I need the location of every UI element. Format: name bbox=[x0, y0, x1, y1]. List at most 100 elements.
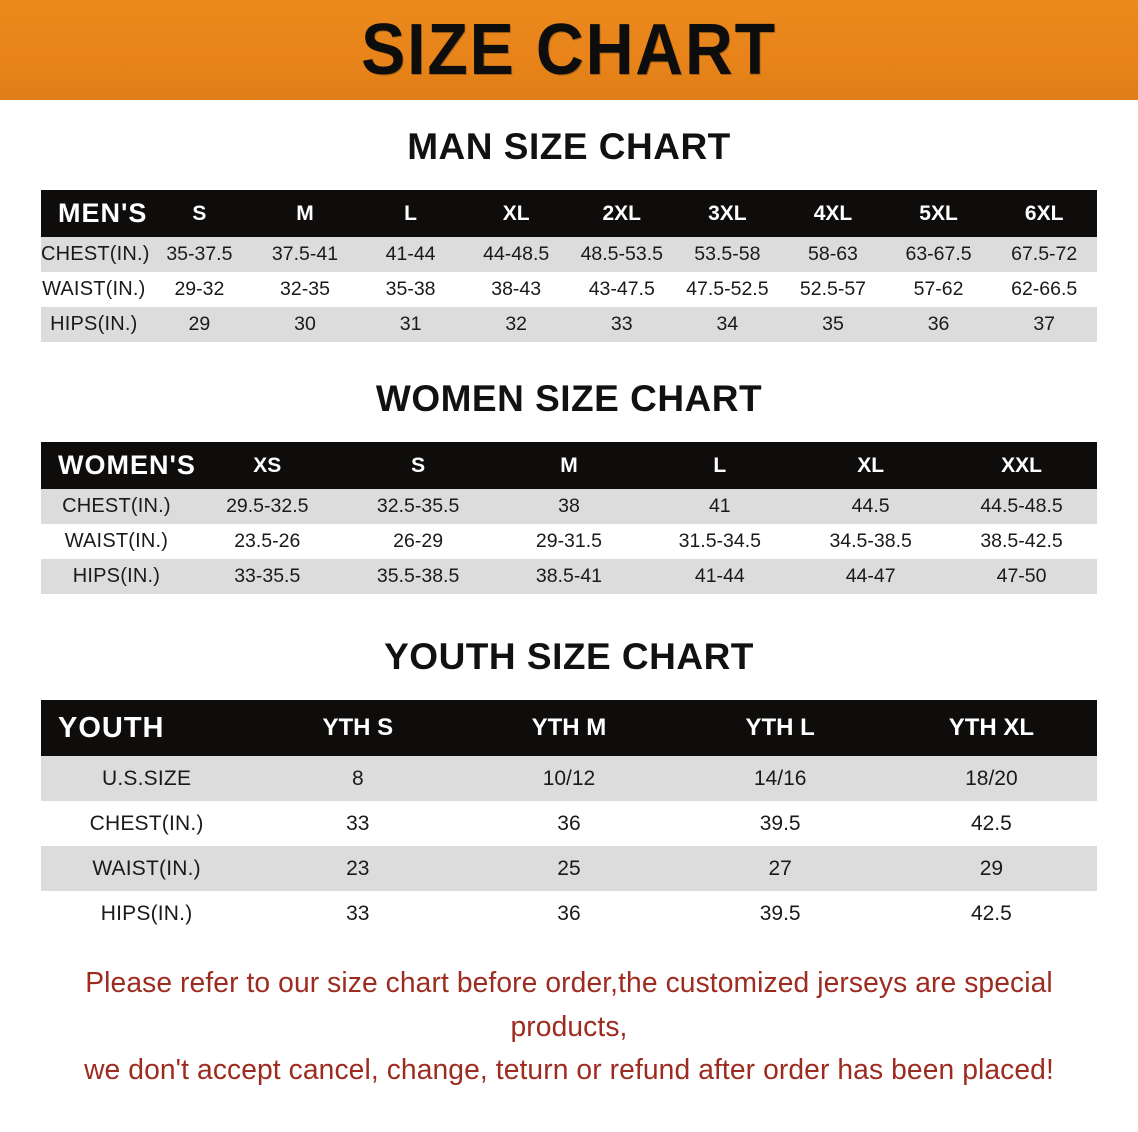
man-column-header: 3XL bbox=[674, 190, 781, 237]
table-row: HIPS(IN.) 33-35.5 35.5-38.5 38.5-41 41-4… bbox=[41, 559, 1097, 594]
table-row: WAIST(IN.) 29-32 32-35 35-38 38-43 43-47… bbox=[41, 272, 1097, 307]
table-cell: 35.5-38.5 bbox=[342, 559, 494, 594]
youth-column-header: YTH S bbox=[252, 700, 464, 756]
man-size-table: MEN'S S M L XL 2XL 3XL 4XL 5XL 6XL CHEST… bbox=[41, 190, 1097, 342]
youth-column-header: YTH XL bbox=[885, 700, 1097, 756]
table-cell: 35 bbox=[780, 307, 886, 342]
table-cell: 41-44 bbox=[357, 237, 464, 272]
table-cell: 29 bbox=[146, 307, 253, 342]
table-cell: 62-66.5 bbox=[991, 272, 1097, 307]
man-section-title: MAN SIZE CHART bbox=[407, 126, 731, 167]
women-column-header: XS bbox=[191, 442, 343, 489]
table-cell: 34 bbox=[674, 307, 781, 342]
table-cell: 29-31.5 bbox=[493, 524, 645, 559]
table-cell: 35-37.5 bbox=[146, 237, 253, 272]
table-cell: 41 bbox=[644, 489, 796, 524]
women-column-header: L bbox=[644, 442, 796, 489]
man-size-section: MAN SIZE CHART MEN'S S M L XL 2XL 3XL 4X… bbox=[0, 126, 1138, 342]
page-banner: SIZE CHART bbox=[0, 0, 1138, 100]
women-column-header: XL bbox=[795, 442, 947, 489]
man-column-header: 4XL bbox=[780, 190, 886, 237]
man-header-label: MEN'S bbox=[41, 190, 147, 237]
table-cell: 23.5-26 bbox=[191, 524, 343, 559]
table-cell: 32-35 bbox=[252, 272, 358, 307]
women-size-table: WOMEN'S XS S M L XL XXL CHEST(IN.) 29.5-… bbox=[41, 442, 1097, 594]
table-cell: 8 bbox=[252, 756, 464, 801]
row-label: CHEST(IN.) bbox=[41, 237, 149, 272]
youth-size-table: YOUTH YTH S YTH M YTH L YTH XL U.S.SIZE … bbox=[41, 700, 1097, 936]
table-row: U.S.SIZE 8 10/12 14/16 18/20 bbox=[41, 756, 1097, 801]
table-cell: 30 bbox=[252, 307, 358, 342]
table-cell: 53.5-58 bbox=[674, 237, 781, 272]
table-cell: 44-47 bbox=[795, 559, 947, 594]
table-row: WAIST(IN.) 23 25 27 29 bbox=[41, 846, 1097, 891]
row-label: CHEST(IN.) bbox=[41, 489, 192, 524]
table-header-row: WOMEN'S XS S M L XL XXL bbox=[41, 442, 1097, 489]
table-row: HIPS(IN.) 29 30 31 32 33 34 35 36 37 bbox=[41, 307, 1097, 342]
man-column-header: 6XL bbox=[991, 190, 1097, 237]
row-label: HIPS(IN.) bbox=[41, 559, 192, 594]
table-row: WAIST(IN.) 23.5-26 26-29 29-31.5 31.5-34… bbox=[41, 524, 1097, 559]
table-cell: 39.5 bbox=[674, 801, 886, 846]
page-title: SIZE CHART bbox=[361, 10, 777, 90]
table-row: CHEST(IN.) 35-37.5 37.5-41 41-44 44-48.5… bbox=[41, 237, 1097, 272]
table-cell: 33 bbox=[252, 891, 464, 936]
row-label: WAIST(IN.) bbox=[41, 846, 253, 891]
table-cell: 44-48.5 bbox=[463, 237, 569, 272]
table-cell: 33-35.5 bbox=[191, 559, 343, 594]
table-cell: 25 bbox=[463, 846, 675, 891]
man-column-header: L bbox=[357, 190, 464, 237]
women-section-title: WOMEN SIZE CHART bbox=[375, 378, 763, 419]
table-cell: 38.5-42.5 bbox=[946, 524, 1097, 559]
man-column-header: 2XL bbox=[568, 190, 675, 237]
table-cell: 36 bbox=[463, 801, 675, 846]
women-column-header: S bbox=[342, 442, 494, 489]
table-cell: 37.5-41 bbox=[252, 237, 358, 272]
table-cell: 47.5-52.5 bbox=[674, 272, 781, 307]
table-cell: 18/20 bbox=[885, 756, 1097, 801]
table-cell: 29-32 bbox=[146, 272, 253, 307]
man-column-header: M bbox=[252, 190, 358, 237]
row-label: WAIST(IN.) bbox=[41, 524, 192, 559]
table-cell: 34.5-38.5 bbox=[795, 524, 947, 559]
table-cell: 44.5-48.5 bbox=[946, 489, 1097, 524]
table-cell: 29 bbox=[885, 846, 1097, 891]
youth-column-header: YTH M bbox=[463, 700, 675, 756]
man-column-header: XL bbox=[463, 190, 569, 237]
table-header-row: YOUTH YTH S YTH M YTH L YTH XL bbox=[41, 700, 1097, 756]
table-cell: 63-67.5 bbox=[885, 237, 992, 272]
women-column-header: M bbox=[493, 442, 645, 489]
table-cell: 31 bbox=[357, 307, 464, 342]
row-label: HIPS(IN.) bbox=[41, 307, 147, 342]
women-size-section: WOMEN SIZE CHART WOMEN'S XS S M L XL XXL… bbox=[0, 378, 1138, 594]
table-cell: 33 bbox=[252, 801, 464, 846]
women-header-label: WOMEN'S bbox=[41, 442, 195, 489]
table-cell: 14/16 bbox=[674, 756, 886, 801]
row-label: WAIST(IN.) bbox=[41, 272, 147, 307]
table-cell: 39.5 bbox=[674, 891, 886, 936]
table-cell: 33 bbox=[568, 307, 675, 342]
table-row: CHEST(IN.) 29.5-32.5 32.5-35.5 38 41 44.… bbox=[41, 489, 1097, 524]
youth-section-title: YOUTH SIZE CHART bbox=[384, 636, 754, 677]
youth-column-header: YTH L bbox=[674, 700, 886, 756]
table-cell: 26-29 bbox=[342, 524, 494, 559]
row-label: CHEST(IN.) bbox=[41, 801, 253, 846]
table-cell: 44.5 bbox=[795, 489, 947, 524]
table-cell: 37 bbox=[991, 307, 1097, 342]
table-cell: 36 bbox=[885, 307, 992, 342]
table-cell: 10/12 bbox=[463, 756, 675, 801]
table-cell: 58-63 bbox=[780, 237, 886, 272]
table-cell: 42.5 bbox=[885, 891, 1097, 936]
disclaimer-line-2: we don't accept cancel, change, teturn o… bbox=[84, 1054, 1054, 1087]
table-cell: 43-47.5 bbox=[568, 272, 675, 307]
table-cell: 27 bbox=[674, 846, 886, 891]
youth-header-label: YOUTH bbox=[41, 700, 253, 756]
table-cell: 52.5-57 bbox=[780, 272, 886, 307]
table-cell: 38-43 bbox=[463, 272, 569, 307]
table-cell: 47-50 bbox=[946, 559, 1097, 594]
disclaimer-note: Please refer to our size chart before or… bbox=[45, 962, 1092, 1093]
table-row: CHEST(IN.) 33 36 39.5 42.5 bbox=[41, 801, 1097, 846]
youth-size-section: YOUTH SIZE CHART YOUTH YTH S YTH M YTH L… bbox=[0, 636, 1138, 936]
table-cell: 35-38 bbox=[357, 272, 464, 307]
table-cell: 38.5-41 bbox=[493, 559, 645, 594]
